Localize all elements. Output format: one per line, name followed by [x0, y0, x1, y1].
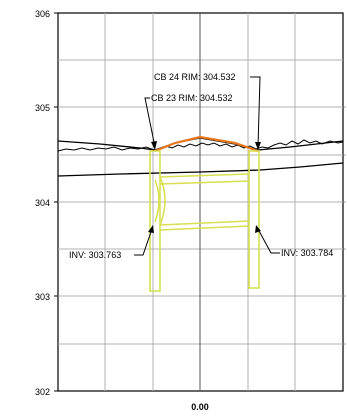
pipe-upper-top: [159, 173, 250, 178]
right-edge-marks: [344, 106, 346, 345]
leader-inv-left: [134, 228, 153, 256]
arrow-cb23: [151, 141, 157, 150]
cb23-rim-label: CB 23 RIM: 304.532: [151, 93, 233, 103]
catch-basin-right: [248, 150, 260, 289]
catch-basin-left: [149, 150, 161, 292]
y-tick-label: 302: [35, 387, 50, 397]
pipe-left-inner: [154, 179, 160, 223]
leader-cb24: [250, 76, 261, 148]
callout-leaders: [134, 76, 280, 256]
arrow-inv-right: [255, 225, 261, 233]
arrow-cb24: [255, 142, 261, 150]
grid: [58, 13, 343, 391]
y-tick-label: 305: [35, 103, 50, 113]
subgrade-line: [57, 162, 344, 177]
existing-ground-line: [57, 139, 344, 152]
y-tick-label: 304: [35, 198, 50, 208]
x-axis-station-label: 0.00: [191, 402, 209, 412]
pipe-upper-bottom: [159, 180, 250, 185]
inv-right-label: INV: 303.784: [281, 248, 333, 258]
pipe-lower-bottom: [159, 225, 250, 231]
callout-arrows: [148, 141, 261, 233]
leader-cb23: [144, 97, 156, 148]
y-ticks: [54, 12, 58, 392]
y-tick-label: 306: [35, 9, 50, 19]
pipe-lower-top: [159, 220, 250, 226]
y-tick-label: 303: [35, 292, 50, 302]
structures: [149, 150, 260, 292]
cb24-rim-label: CB 24 RIM: 304.532: [154, 72, 236, 82]
arrow-inv-left: [148, 225, 154, 233]
pipe-left-bend: [159, 176, 166, 226]
inv-left-label: INV: 303.763: [69, 250, 121, 260]
rim-line: [154, 135, 259, 153]
leader-inv-right: [257, 228, 280, 254]
